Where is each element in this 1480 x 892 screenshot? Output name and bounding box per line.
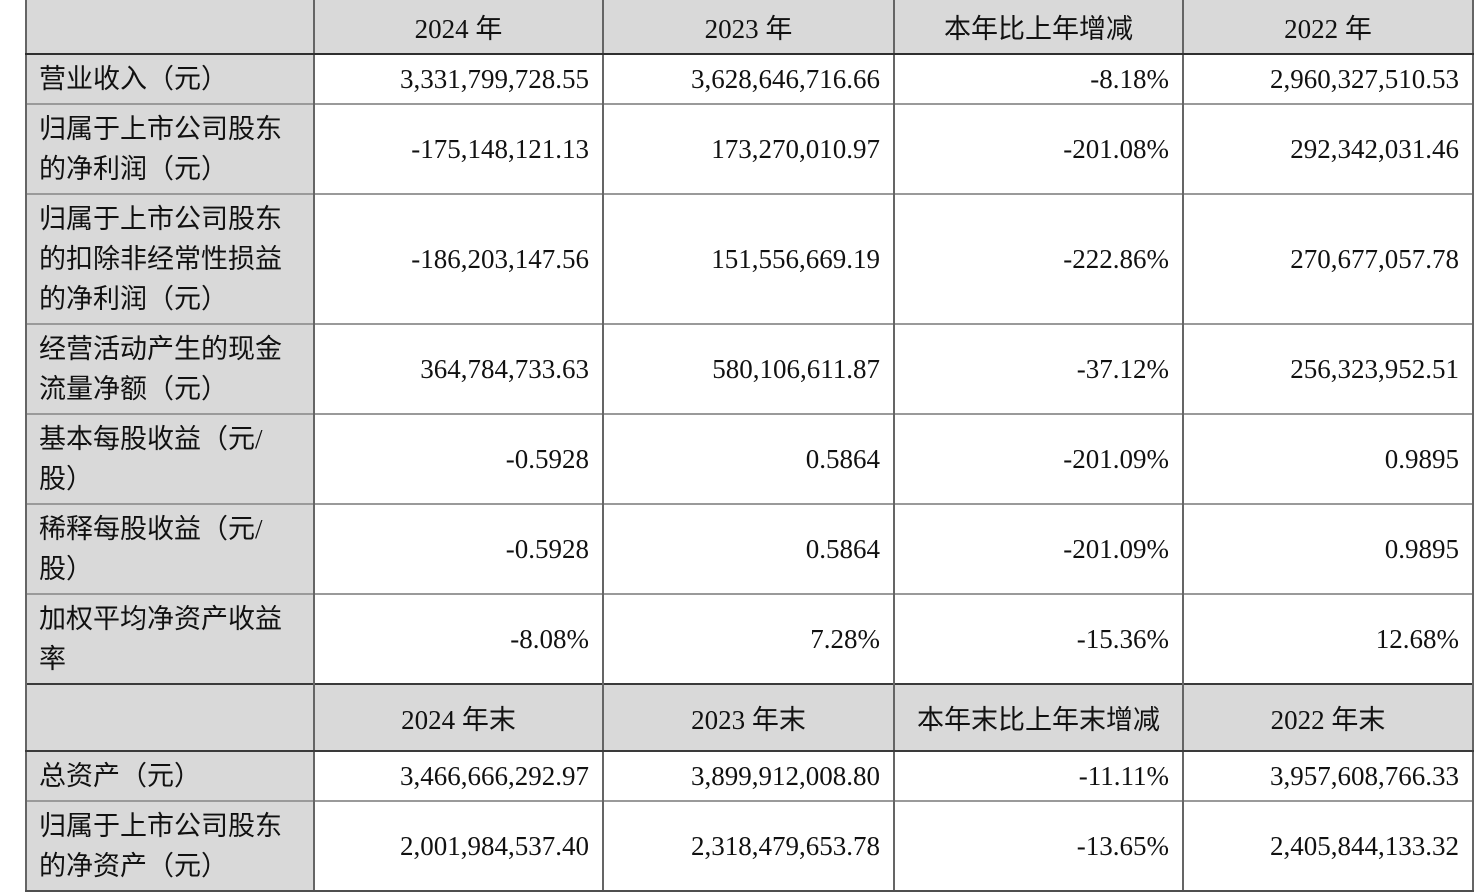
column-header: 2022 年末 bbox=[1182, 683, 1474, 752]
column-header: 2023 年末 bbox=[602, 683, 894, 752]
column-header: 本年末比上年末增减 bbox=[893, 683, 1183, 752]
row-label: 经营活动产生的现金 流量净额（元） bbox=[25, 323, 314, 414]
value-cell: -0.5928 bbox=[313, 503, 603, 594]
table-row: 基本每股收益（元/ 股） -0.5928 0.5864 -201.09% 0.9895 bbox=[25, 413, 1474, 504]
value-cell: 2,960,327,510.53 bbox=[1182, 53, 1474, 104]
row-label: 营业收入（元） bbox=[25, 53, 314, 104]
value-cell: 3,466,666,292.97 bbox=[313, 750, 603, 801]
value-cell: -13.65% bbox=[893, 800, 1183, 892]
column-header: 本年比上年增减 bbox=[893, 0, 1183, 55]
period-header-row: 2024 年 2023 年本年比上年增减 2022 年 bbox=[25, 0, 1474, 55]
table-row: 经营活动产生的现金 流量净额（元） 364,784,733.63 580,106,6… bbox=[25, 323, 1474, 414]
financial-summary-table: 2024 年 2023 年本年比上年增减 2022 年营业收入（元） 3,331,79… bbox=[25, 0, 1474, 892]
value-cell: 2,001,984,537.40 bbox=[313, 800, 603, 892]
value-cell: 0.5864 bbox=[602, 503, 894, 594]
value-cell: -11.11% bbox=[893, 750, 1183, 801]
value-cell: 580,106,611.87 bbox=[602, 323, 894, 414]
row-label: 归属于上市公司股东 的净资产（元） bbox=[25, 800, 314, 892]
value-cell: -8.18% bbox=[893, 53, 1183, 104]
value-cell: 7.28% bbox=[602, 593, 894, 684]
table-row: 总资产（元） 3,466,666,292.97 3,899,912,008.80 -1… bbox=[25, 750, 1474, 801]
value-cell: 3,899,912,008.80 bbox=[602, 750, 894, 801]
table-row: 归属于上市公司股东 的扣除非经常性损益 的净利润（元） -186,203,147.… bbox=[25, 193, 1474, 324]
value-cell: 292,342,031.46 bbox=[1182, 103, 1474, 194]
value-cell: -0.5928 bbox=[313, 413, 603, 504]
value-cell: 3,331,799,728.55 bbox=[313, 53, 603, 104]
value-cell: 0.9895 bbox=[1182, 503, 1474, 594]
value-cell: 173,270,010.97 bbox=[602, 103, 894, 194]
row-label: 归属于上市公司股东 的净利润（元） bbox=[25, 103, 314, 194]
value-cell: 3,957,608,766.33 bbox=[1182, 750, 1474, 801]
row-label: 加权平均净资产收益 率 bbox=[25, 593, 314, 684]
value-cell: 256,323,952.51 bbox=[1182, 323, 1474, 414]
value-cell: -37.12% bbox=[893, 323, 1183, 414]
value-cell: -186,203,147.56 bbox=[313, 193, 603, 324]
column-header: 2024 年末 bbox=[313, 683, 603, 752]
value-cell: -15.36% bbox=[893, 593, 1183, 684]
value-cell: 0.5864 bbox=[602, 413, 894, 504]
value-cell: -201.09% bbox=[893, 413, 1183, 504]
table-row: 稀释每股收益（元/ 股） -0.5928 0.5864 -201.09% 0.9895 bbox=[25, 503, 1474, 594]
value-cell: -222.86% bbox=[893, 193, 1183, 324]
column-header: 2024 年 bbox=[313, 0, 603, 55]
corner-cell bbox=[25, 0, 314, 55]
table-row: 归属于上市公司股东 的净利润（元） -175,148,121.13 173,270,… bbox=[25, 103, 1474, 194]
table-row: 加权平均净资产收益 率 -8.08% 7.28% -15.36% 12.68% bbox=[25, 593, 1474, 684]
value-cell: 3,628,646,716.66 bbox=[602, 53, 894, 104]
row-label: 总资产（元） bbox=[25, 750, 314, 801]
value-cell: 0.9895 bbox=[1182, 413, 1474, 504]
table-row: 营业收入（元） 3,331,799,728.55 3,628,646,716.66-… bbox=[25, 53, 1474, 104]
value-cell: -201.09% bbox=[893, 503, 1183, 594]
value-cell: -201.08% bbox=[893, 103, 1183, 194]
value-cell: -175,148,121.13 bbox=[313, 103, 603, 194]
value-cell: -8.08% bbox=[313, 593, 603, 684]
value-cell: 151,556,669.19 bbox=[602, 193, 894, 324]
value-cell: 2,318,479,653.78 bbox=[602, 800, 894, 892]
column-header: 2023 年 bbox=[602, 0, 894, 55]
value-cell: 2,405,844,133.32 bbox=[1182, 800, 1474, 892]
period-header-row: 2024 年末 2023 年末 本年末比上年末增减 2022 年末 bbox=[25, 683, 1474, 752]
value-cell: 364,784,733.63 bbox=[313, 323, 603, 414]
corner-cell bbox=[25, 683, 314, 752]
row-label: 稀释每股收益（元/ 股） bbox=[25, 503, 314, 594]
row-label: 归属于上市公司股东 的扣除非经常性损益 的净利润（元） bbox=[25, 193, 314, 324]
value-cell: 12.68% bbox=[1182, 593, 1474, 684]
value-cell: 270,677,057.78 bbox=[1182, 193, 1474, 324]
column-header: 2022 年 bbox=[1182, 0, 1474, 55]
table-row: 归属于上市公司股东 的净资产（元） 2,001,984,537.40 2,318,4… bbox=[25, 800, 1474, 892]
row-label: 基本每股收益（元/ 股） bbox=[25, 413, 314, 504]
document-page: 2024 年 2023 年本年比上年增减 2022 年营业收入（元） 3,331,79… bbox=[25, 0, 1474, 892]
